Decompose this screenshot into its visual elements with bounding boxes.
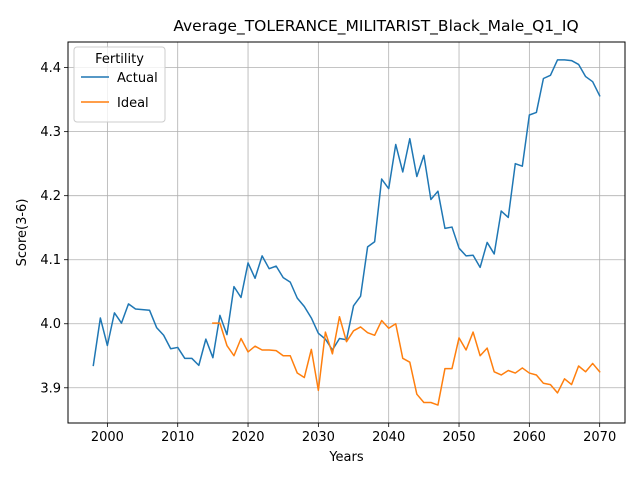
legend-title: Fertility (95, 52, 144, 67)
x-tick-label: 2070 (583, 430, 616, 445)
x-tick-label: 2000 (91, 430, 124, 445)
chart-title: Average_TOLERANCE_MILITARIST_Black_Male_… (173, 17, 578, 36)
plot-frame (67, 41, 626, 424)
y-axis-label: Score(3-6) (15, 199, 30, 267)
y-tick-label: 4.4 (40, 61, 61, 76)
series-group (92, 59, 601, 406)
y-tick-label: 4.2 (40, 189, 61, 204)
x-axis-label: Years (328, 450, 364, 465)
y-tick-label: 4.3 (40, 125, 61, 140)
y-tick-label: 3.9 (40, 381, 61, 396)
x-tick-label: 2050 (442, 430, 475, 445)
legend: Fertility Actual Ideal (73, 46, 166, 123)
y-tick-label: 4.0 (40, 317, 61, 332)
series-line-ideal (212, 315, 601, 406)
grid (68, 42, 625, 423)
x-tick-label: 2060 (513, 430, 546, 445)
legend-box (73, 46, 166, 123)
legend-label-ideal: Ideal (117, 96, 149, 111)
x-tick-label: 2020 (231, 430, 264, 445)
x-tick-label: 2030 (302, 430, 335, 445)
x-tick-label: 2010 (161, 430, 194, 445)
legend-label-actual: Actual (117, 71, 158, 86)
axis-ticks: 2000 2010 2020 2030 2040 2050 2060 2070 3.9 4.0 4.… (40, 61, 616, 445)
x-tick-label: 2040 (372, 430, 405, 445)
y-tick-label: 4.1 (40, 253, 61, 268)
